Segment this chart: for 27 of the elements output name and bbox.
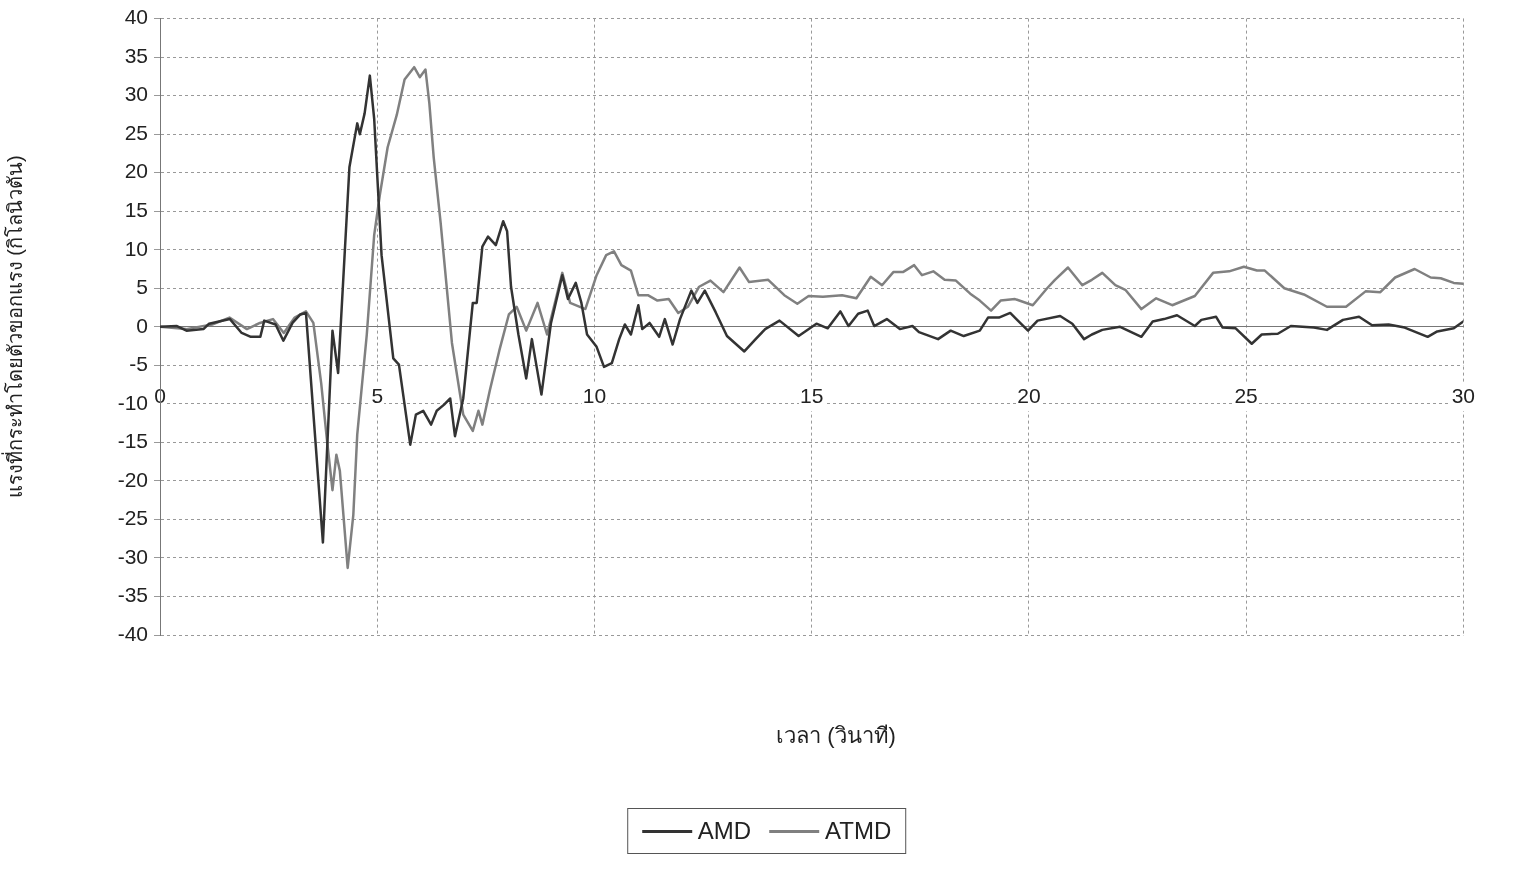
x-tick-label: 15 bbox=[799, 384, 824, 408]
y-tick-label: -30 bbox=[117, 544, 148, 568]
x-tick-label: 20 bbox=[1017, 384, 1041, 408]
y-tick-label: -40 bbox=[117, 621, 148, 645]
y-tick-label: 20 bbox=[124, 159, 148, 183]
x-tick-label: 25 bbox=[1234, 384, 1258, 408]
legend-label: AMD bbox=[697, 817, 752, 845]
y-axis-title: แรงที่กระทำโดยตัวขอกแรง (กิโลนิวตัน) bbox=[0, 155, 26, 499]
x-tick-label: 5 bbox=[371, 384, 384, 408]
y-tick-label: -35 bbox=[117, 583, 148, 607]
y-tick-label: -10 bbox=[117, 390, 148, 414]
x-tick-label: 10 bbox=[582, 384, 607, 408]
y-tick-label: 40 bbox=[124, 5, 148, 29]
x-axis-title: เวลา (วินาที) bbox=[775, 722, 897, 750]
y-tick-label: 10 bbox=[124, 236, 148, 260]
y-tick-label: 25 bbox=[124, 120, 148, 144]
y-tick-label: 35 bbox=[124, 43, 148, 67]
y-tick-label: 0 bbox=[136, 313, 148, 337]
y-tick-label: -20 bbox=[117, 467, 148, 491]
y-tick-label: -25 bbox=[117, 506, 148, 530]
y-tick-label: 5 bbox=[136, 275, 148, 299]
y-tick-label: -5 bbox=[129, 352, 148, 376]
x-tick-label: 30 bbox=[1451, 384, 1475, 408]
y-tick-label: 15 bbox=[124, 198, 148, 222]
y-tick-label: -15 bbox=[117, 429, 148, 453]
legend-label: ATMD bbox=[825, 817, 892, 845]
y-tick-label: 30 bbox=[124, 82, 148, 106]
